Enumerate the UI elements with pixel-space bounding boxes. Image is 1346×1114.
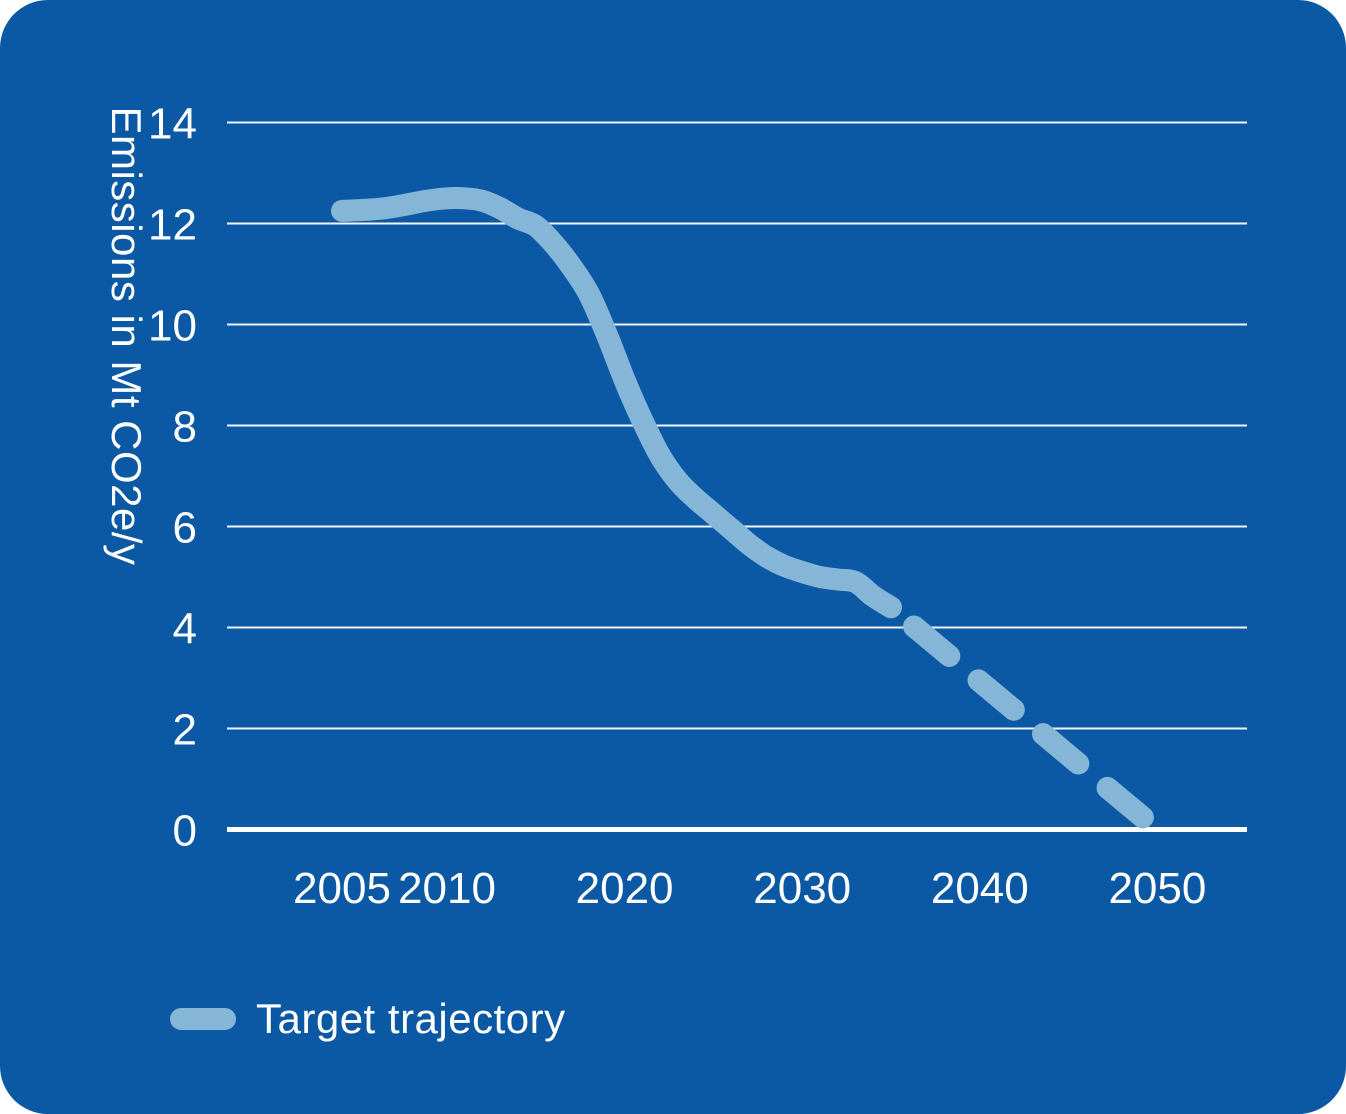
x-tick-label: 2010 — [398, 864, 496, 913]
target-trajectory-line — [331, 186, 1173, 845]
y-tick-label: 2 — [173, 706, 197, 755]
x-tick-label: 2020 — [576, 864, 674, 913]
legend: Target trajectory — [170, 995, 566, 1042]
x-tick-label: 2030 — [753, 864, 851, 913]
y-tick-label: 6 — [173, 504, 197, 553]
y-tick-label: 0 — [173, 807, 197, 856]
x-tick-label: 2050 — [1108, 864, 1206, 913]
legend-label: Target trajectory — [256, 995, 566, 1042]
x-tick-label: 2040 — [931, 864, 1029, 913]
y-tick-labels: 14 12 10 8 6 4 2 0 — [148, 100, 197, 856]
x-tick-label: 2005 — [293, 864, 391, 913]
y-tick-label: 8 — [173, 403, 197, 452]
target-trajectory-dashed-segment — [903, 615, 1173, 845]
legend-dash-swatch-icon — [170, 1008, 236, 1030]
target-trajectory-solid-segment — [331, 186, 902, 619]
y-tick-label: 4 — [173, 605, 197, 654]
y-tick-label: 12 — [148, 201, 197, 250]
y-tick-label: 14 — [148, 100, 197, 149]
y-tick-label: 10 — [148, 302, 197, 351]
x-tick-labels: 2005 2010 2020 2030 2040 2050 — [293, 864, 1206, 913]
